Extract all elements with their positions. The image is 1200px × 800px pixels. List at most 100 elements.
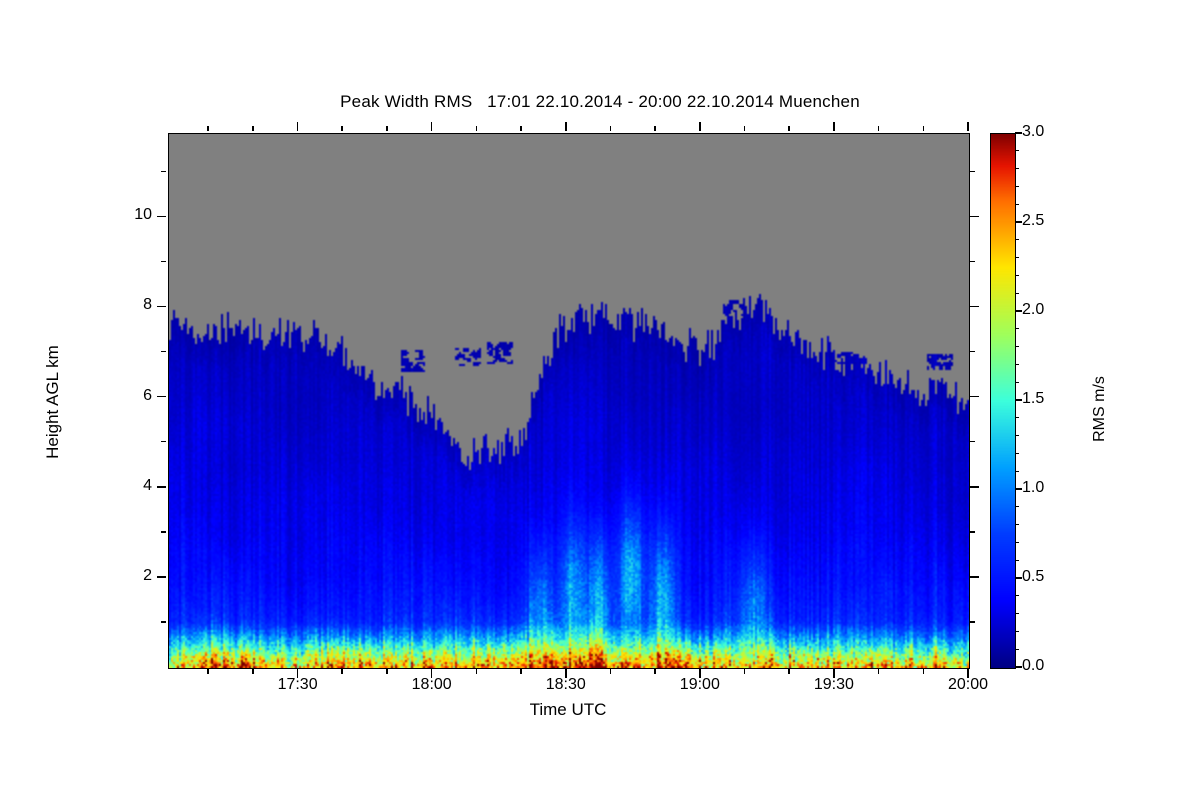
colorbar-minor-tick bbox=[1015, 274, 1020, 277]
x-major-tick bbox=[564, 668, 567, 678]
colorbar-minor-tick bbox=[1015, 256, 1020, 259]
colorbar-minor-tick bbox=[1015, 167, 1020, 170]
x-major-tick-top bbox=[296, 122, 299, 132]
colorbar-minor-tick bbox=[1015, 595, 1020, 597]
x-minor-tick bbox=[743, 668, 746, 674]
y-major-tick bbox=[157, 305, 167, 308]
colorbar-minor-tick bbox=[1015, 541, 1020, 544]
y-major-tick-right bbox=[969, 395, 979, 398]
y-major-tick-right bbox=[969, 485, 979, 488]
colorbar-tick-label-6: 0.0 bbox=[1022, 657, 1045, 674]
colorbar-minor-tick bbox=[1015, 345, 1020, 348]
colorbar-minor-tick bbox=[1015, 363, 1020, 366]
colorbar bbox=[990, 133, 1016, 669]
colorbar-minor-tick bbox=[1015, 612, 1020, 615]
colorbar-tick-label-0: 3.0 bbox=[1022, 123, 1045, 140]
x-major-tick-top bbox=[967, 122, 969, 132]
x-minor-tick-top bbox=[922, 126, 925, 132]
x-major-tick bbox=[296, 668, 299, 678]
y-tick-label-2: 6 bbox=[143, 386, 152, 404]
y-axis-title: Height AGL km bbox=[43, 345, 62, 459]
colorbar-major-tick bbox=[1015, 310, 1023, 312]
y-tick-label-1: 8 bbox=[143, 296, 152, 314]
x-minor-tick-top bbox=[475, 126, 478, 132]
x-minor-tick-top bbox=[207, 126, 209, 132]
y-major-tick-right bbox=[969, 576, 979, 578]
colorbar-major-tick bbox=[1015, 577, 1023, 579]
y-minor-tick bbox=[161, 440, 167, 443]
x-minor-tick bbox=[341, 668, 344, 674]
colorbar-minor-tick bbox=[1015, 150, 1020, 152]
y-minor-tick-right bbox=[969, 621, 975, 623]
x-tick-label-3: 19:00 bbox=[679, 676, 720, 693]
x-tick-label-0: 17:30 bbox=[277, 676, 318, 693]
colorbar-major-tick bbox=[1015, 399, 1023, 401]
y-major-tick-right bbox=[969, 215, 979, 218]
colorbar-major-tick bbox=[1015, 132, 1023, 134]
y-tick-label-0: 10 bbox=[134, 206, 152, 224]
x-minor-tick bbox=[252, 668, 254, 674]
colorbar-title: RMS m/s bbox=[1091, 376, 1108, 442]
colorbar-minor-tick bbox=[1015, 239, 1020, 241]
y-minor-tick-right bbox=[969, 260, 975, 263]
y-minor-tick-right bbox=[969, 531, 975, 533]
x-minor-tick-top bbox=[788, 126, 791, 132]
x-minor-tick-top bbox=[609, 126, 612, 132]
y-minor-tick-right bbox=[969, 350, 975, 353]
x-minor-tick-top bbox=[743, 126, 746, 132]
colorbar-minor-tick bbox=[1015, 470, 1020, 472]
x-major-tick-top bbox=[564, 122, 567, 132]
colorbar-minor-tick bbox=[1015, 292, 1020, 294]
x-major-tick-top bbox=[833, 122, 835, 132]
x-minor-tick-top bbox=[341, 126, 344, 132]
colorbar-gradient bbox=[991, 134, 1015, 668]
y-major-tick bbox=[157, 395, 167, 398]
colorbar-minor-tick bbox=[1015, 452, 1020, 455]
y-minor-tick bbox=[161, 350, 167, 353]
x-axis-title: Time UTC bbox=[529, 700, 607, 719]
x-minor-tick-top bbox=[252, 126, 254, 132]
colorbar-major-tick bbox=[1015, 221, 1023, 223]
x-tick-label-5: 20:00 bbox=[947, 676, 989, 693]
colorbar-minor-tick bbox=[1015, 434, 1020, 437]
colorbar-tick-label-2: 2.0 bbox=[1022, 301, 1045, 318]
x-major-tick bbox=[699, 668, 701, 678]
y-minor-tick-right bbox=[969, 170, 975, 173]
x-minor-tick bbox=[609, 668, 612, 674]
y-major-tick bbox=[157, 215, 167, 218]
x-minor-tick-top bbox=[877, 126, 880, 132]
x-minor-tick bbox=[207, 668, 209, 674]
x-major-tick-top bbox=[699, 122, 701, 132]
colorbar-tick-label-4: 1.0 bbox=[1022, 479, 1045, 496]
x-minor-tick-top bbox=[654, 126, 656, 132]
colorbar-minor-tick bbox=[1015, 203, 1020, 205]
colorbar-minor-tick bbox=[1015, 648, 1020, 650]
x-major-tick-top bbox=[430, 122, 433, 132]
x-minor-tick-top bbox=[520, 126, 522, 132]
colorbar-minor-tick bbox=[1015, 523, 1020, 526]
x-minor-tick bbox=[788, 668, 791, 674]
x-minor-tick bbox=[654, 668, 656, 674]
colorbar-minor-tick bbox=[1015, 328, 1020, 330]
heatmap-plot-area bbox=[168, 133, 970, 669]
x-minor-tick bbox=[922, 668, 925, 674]
y-minor-tick-right bbox=[969, 440, 975, 443]
rms-heatmap bbox=[169, 134, 969, 668]
x-minor-tick-top bbox=[386, 126, 388, 132]
colorbar-minor-tick bbox=[1015, 630, 1020, 633]
y-minor-tick bbox=[161, 621, 167, 623]
x-major-tick bbox=[833, 668, 835, 678]
x-minor-tick bbox=[386, 668, 388, 674]
colorbar-minor-tick bbox=[1015, 185, 1020, 188]
y-minor-tick bbox=[161, 170, 167, 173]
y-tick-label-4: 2 bbox=[143, 566, 152, 584]
colorbar-minor-tick bbox=[1015, 506, 1020, 508]
colorbar-major-tick bbox=[1015, 666, 1023, 668]
x-minor-tick bbox=[877, 668, 880, 674]
colorbar-major-tick bbox=[1015, 488, 1023, 490]
y-major-tick bbox=[157, 485, 167, 488]
y-minor-tick bbox=[161, 531, 167, 533]
colorbar-minor-tick bbox=[1015, 559, 1020, 561]
x-tick-label-2: 18:30 bbox=[545, 676, 586, 693]
